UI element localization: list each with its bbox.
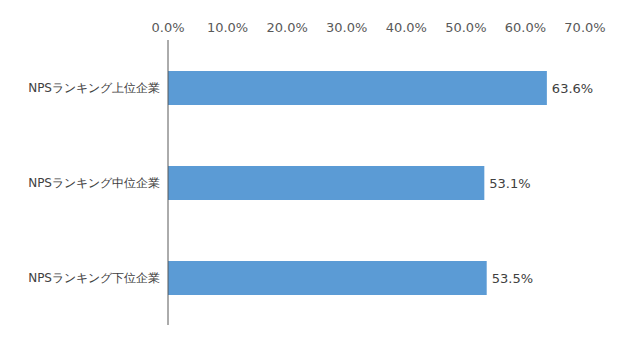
svg-text:20.0%: 20.0% xyxy=(266,20,307,35)
svg-text:70.0%: 70.0% xyxy=(564,20,605,35)
svg-text:63.6%: 63.6% xyxy=(552,81,593,96)
svg-text:40.0%: 40.0% xyxy=(386,20,427,35)
svg-text:53.1%: 53.1% xyxy=(489,176,530,191)
svg-text:53.5%: 53.5% xyxy=(492,271,533,286)
svg-text:NPSランキング上位企業: NPSランキング上位企業 xyxy=(28,81,160,95)
svg-text:30.0%: 30.0% xyxy=(326,20,367,35)
svg-text:NPSランキング下位企業: NPSランキング下位企業 xyxy=(28,271,160,285)
svg-text:50.0%: 50.0% xyxy=(445,20,486,35)
svg-text:60.0%: 60.0% xyxy=(505,20,546,35)
svg-text:NPSランキング中位企業: NPSランキング中位企業 xyxy=(28,176,160,190)
svg-text:10.0%: 10.0% xyxy=(207,20,248,35)
svg-text:0.0%: 0.0% xyxy=(151,20,184,35)
